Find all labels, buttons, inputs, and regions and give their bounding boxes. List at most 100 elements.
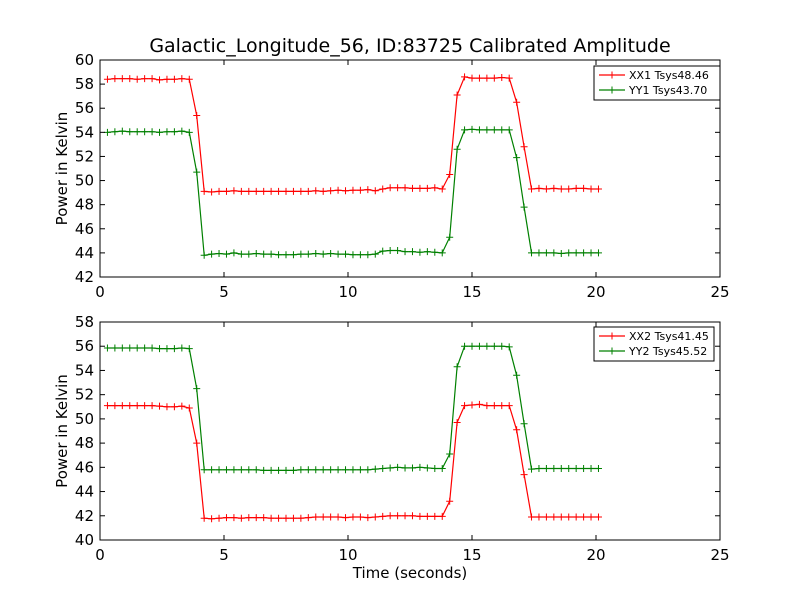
- data-point: [356, 466, 364, 474]
- legend-entry: XX2 Tsys41.45: [629, 330, 709, 343]
- legend-entry: YY1 Tsys43.70: [628, 84, 707, 97]
- legend-entry: XX1 Tsys48.46: [629, 69, 709, 82]
- data-point: [475, 342, 483, 350]
- data-point: [394, 246, 402, 254]
- data-point: [594, 513, 602, 521]
- data-point: [334, 250, 342, 258]
- data-point: [475, 400, 483, 408]
- data-point: [572, 184, 580, 192]
- data-point: [342, 514, 350, 522]
- data-point: [416, 512, 424, 520]
- data-point: [408, 248, 416, 256]
- data-point: [565, 249, 573, 257]
- data-point: [327, 187, 335, 195]
- data-point: [215, 514, 223, 522]
- legend: XX1 Tsys48.46 YY1 Tsys43.70: [593, 65, 721, 101]
- data-point: [327, 513, 335, 521]
- x-tick-label: 5: [219, 546, 229, 564]
- x-axis-label: Time (seconds): [352, 564, 468, 582]
- x-tick-label: 15: [462, 283, 481, 301]
- data-point: [364, 186, 372, 194]
- data-point: [297, 514, 305, 522]
- data-point: [282, 251, 290, 259]
- y-tick-label: 56: [75, 99, 94, 117]
- data-point: [163, 128, 171, 136]
- data-point: [379, 185, 387, 193]
- y-tick-label: 46: [75, 220, 94, 238]
- legend-marker: [608, 86, 616, 94]
- data-point: [111, 128, 119, 136]
- y-axis-label: Power in Kelvin: [53, 374, 71, 488]
- series-2: [103, 342, 602, 474]
- data-point: [580, 249, 588, 257]
- data-point: [528, 249, 536, 257]
- data-point: [446, 450, 454, 458]
- data-point: [267, 187, 275, 195]
- data-point: [565, 465, 573, 473]
- data-point: [260, 250, 268, 258]
- data-point: [275, 251, 283, 259]
- data-point: [356, 251, 364, 259]
- data-point: [319, 187, 327, 195]
- x-tick-label: 0: [95, 546, 105, 564]
- legend-box: [593, 65, 721, 101]
- data-point: [267, 250, 275, 258]
- data-point: [371, 187, 379, 195]
- y-tick-label: 54: [75, 361, 94, 379]
- data-point: [394, 512, 402, 520]
- data-point: [557, 513, 565, 521]
- data-point: [245, 187, 253, 195]
- data-point: [193, 111, 201, 119]
- data-point: [312, 513, 320, 521]
- data-point: [505, 343, 513, 351]
- data-point: [513, 98, 521, 106]
- x-tick-label: 20: [586, 546, 605, 564]
- series-1: [103, 73, 602, 196]
- data-point: [163, 75, 171, 83]
- data-point: [141, 128, 149, 136]
- data-point: [461, 126, 469, 134]
- data-point: [528, 513, 536, 521]
- data-point: [505, 402, 513, 410]
- data-point: [312, 187, 320, 195]
- y-tick-label: 44: [75, 244, 94, 262]
- data-point: [111, 402, 119, 410]
- data-point: [364, 514, 372, 522]
- data-point: [542, 513, 550, 521]
- data-point: [185, 404, 193, 412]
- data-point: [468, 401, 476, 409]
- data-point: [185, 75, 193, 83]
- data-point: [170, 403, 178, 411]
- data-point: [468, 125, 476, 133]
- data-point: [156, 76, 164, 84]
- data-point: [312, 249, 320, 257]
- data-point: [126, 75, 134, 83]
- x-tick-label: 15: [462, 546, 481, 564]
- y-tick-label: 42: [75, 268, 94, 286]
- data-point: [431, 512, 439, 520]
- data-point: [185, 345, 193, 353]
- data-point: [550, 513, 558, 521]
- x-tick-label: 25: [710, 546, 729, 564]
- data-point: [193, 168, 201, 176]
- data-point: [587, 465, 595, 473]
- data-point: [156, 402, 164, 410]
- data-point: [572, 249, 580, 257]
- data-point: [103, 402, 111, 410]
- data-point: [557, 249, 565, 257]
- y-tick-label: 40: [75, 531, 94, 549]
- data-point: [349, 513, 357, 521]
- data-point: [356, 513, 364, 521]
- data-point: [594, 249, 602, 257]
- data-point: [550, 184, 558, 192]
- data-point: [386, 184, 394, 192]
- data-point: [170, 128, 178, 136]
- data-point: [513, 154, 521, 162]
- data-point: [260, 187, 268, 195]
- x-tick-label: 5: [219, 283, 229, 301]
- data-point: [103, 344, 111, 352]
- data-point: [401, 248, 409, 256]
- data-point: [349, 186, 357, 194]
